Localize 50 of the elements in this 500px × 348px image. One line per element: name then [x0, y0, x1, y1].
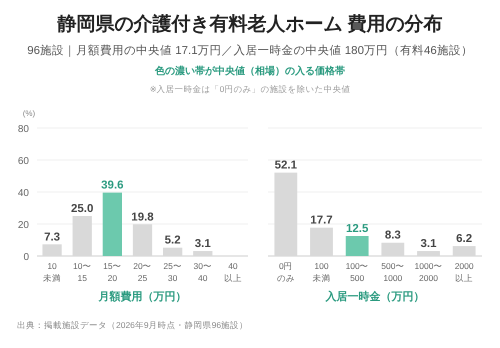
data-label: 3.1: [194, 238, 212, 250]
data-label: 25.0: [71, 203, 94, 215]
x-tick-label: 10 未満: [43, 261, 62, 283]
data-label: 6.2: [456, 233, 472, 246]
x-tick-label: 40 以上: [224, 261, 242, 283]
data-label: 19.8: [131, 211, 154, 224]
x-tick-label: 30〜 40: [194, 261, 212, 283]
bar: [102, 192, 122, 256]
bar: [274, 172, 298, 256]
bar: [193, 251, 212, 256]
x-tick-label: 1000〜 2000: [414, 261, 442, 283]
data-label: 3.1: [420, 238, 438, 250]
source-note: 出典：掲載施設データ（2026年9月時点・静岡県96施設）: [17, 320, 248, 330]
bar: [346, 236, 369, 256]
x-tick-label: 10〜 15: [72, 261, 92, 283]
x-axis-title: 入居一時金（万円）: [324, 290, 424, 303]
x-tick-label: 100〜 500: [346, 261, 369, 283]
data-label: 12.5: [346, 223, 369, 235]
chart-subtitle: 96施設｜月額費用の中央値 17.1万円／入居一時金の中央値 180万円（有料46施設）: [27, 43, 473, 57]
y-tick-label: 0: [23, 252, 30, 263]
y-tick-label: 60: [18, 156, 30, 167]
data-label: 7.3: [44, 231, 60, 244]
text: 色の濃い帯が中央値（相場）の入る価格帯: [154, 65, 345, 77]
y-tick-label: 80: [18, 124, 30, 135]
bar: [42, 244, 62, 256]
y-tick-label: 20: [18, 220, 30, 231]
bar: [452, 246, 476, 256]
y-axis-title: (%): [22, 109, 36, 118]
x-tick-label: 20〜 25: [133, 261, 152, 283]
x-axis-title: 月額費用（万円）: [98, 290, 186, 303]
x-tick-label: 2000 以上: [454, 261, 474, 283]
x-tick-label: 15〜 20: [103, 261, 122, 283]
bar: [417, 251, 440, 256]
data-label: 5.2: [164, 234, 181, 247]
x-tick-label: 0円のみ: [276, 261, 295, 283]
x-tick-label: 500〜 1000: [381, 261, 404, 283]
data-label: 52.1: [274, 160, 298, 172]
x-tick-label: 25〜 30: [163, 261, 182, 283]
data-label: 39.6: [101, 180, 124, 192]
bar: [132, 224, 152, 256]
y-tick-label: 40: [18, 188, 30, 199]
data-label: 8.3: [384, 230, 401, 242]
bar: [162, 248, 182, 256]
text: ※入居一時金は「0円のみ」の施設を除いた中央値: [150, 84, 350, 94]
data-label: 17.7: [310, 214, 333, 227]
bar: [310, 228, 333, 256]
chart-title: 静岡県の介護付き有料老人ホーム 費用の分布: [56, 13, 443, 35]
bar: [381, 242, 404, 256]
x-tick-label: 100 未満: [312, 261, 330, 283]
bar: [72, 216, 92, 256]
